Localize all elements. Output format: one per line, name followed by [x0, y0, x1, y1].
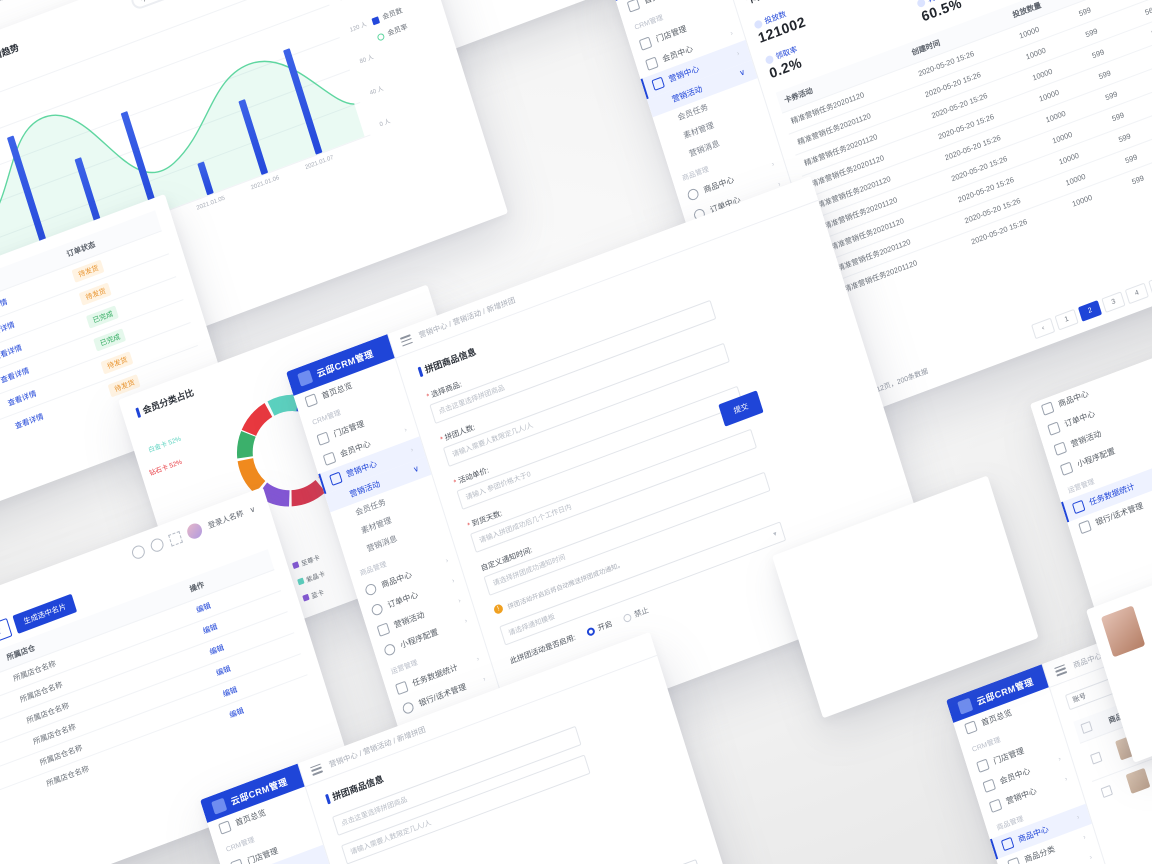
megaphone-icon — [988, 798, 1003, 814]
pie-label: 白金卡 52% — [147, 435, 182, 455]
home-icon — [964, 720, 978, 735]
cancel-button[interactable]: 取消 — [665, 859, 702, 864]
goods-icon — [364, 582, 378, 597]
applet-icon — [382, 642, 397, 657]
chevron-right-icon: › — [770, 160, 776, 169]
radio-enable[interactable]: 开启 — [585, 618, 614, 638]
user-name: 登录人名称 — [206, 508, 245, 531]
pie-label: 钻石卡 52% — [148, 458, 183, 478]
expand-icon[interactable] — [167, 530, 183, 547]
chevron-down-icon: ▾ — [772, 530, 778, 539]
page-4[interactable]: 4 — [1124, 282, 1149, 304]
megaphone-icon — [329, 471, 343, 486]
menu-toggle-icon[interactable] — [399, 334, 413, 347]
goods-icon — [1040, 401, 1055, 416]
chevron-right-icon: › — [482, 675, 487, 684]
page-prev[interactable]: ‹ — [1031, 317, 1056, 339]
chevron-right-icon: › — [1076, 813, 1081, 822]
avatar[interactable] — [185, 521, 204, 541]
chevron-right-icon: › — [1082, 833, 1087, 842]
portrait-thumbnail — [1100, 605, 1146, 658]
square-logo-icon — [211, 797, 228, 815]
chevron-right-icon: › — [451, 577, 456, 585]
order-icon — [1047, 421, 1061, 436]
product-thumbnail — [1125, 767, 1151, 794]
chevron-right-icon: › — [403, 426, 408, 435]
member-icon — [645, 56, 659, 71]
chevron-right-icon: › — [1064, 775, 1069, 784]
chevron-right-icon: › — [735, 50, 741, 58]
ytick-right: 40 人 — [369, 86, 385, 97]
member-icon — [982, 778, 997, 793]
category-icon — [1007, 856, 1021, 864]
home-icon — [626, 0, 641, 13]
chevron-right-icon: › — [1088, 854, 1093, 862]
chevron-right-icon: › — [475, 655, 481, 664]
chevron-right-icon: › — [1057, 755, 1062, 764]
member-icon — [322, 451, 337, 466]
chevron-right-icon: › — [409, 446, 415, 455]
stats-icon — [395, 680, 409, 696]
chevron-down-icon[interactable]: ∨ — [248, 504, 257, 515]
chevron-right-icon: › — [729, 30, 734, 38]
script-icon — [401, 700, 415, 716]
chevron-right-icon: › — [457, 597, 462, 605]
menu-toggle-icon[interactable] — [309, 763, 323, 776]
ytick-right: 120 人 — [349, 21, 368, 34]
script-icon — [1078, 519, 1092, 535]
page-5[interactable]: 5 — [1148, 273, 1152, 295]
chart-title: 会员新增趋势 — [0, 40, 20, 74]
row-checkbox[interactable] — [1089, 751, 1103, 765]
chevron-right-icon: › — [444, 557, 450, 565]
bell-icon[interactable] — [130, 543, 147, 561]
select-all-checkbox[interactable] — [1080, 720, 1093, 735]
goods-icon — [1000, 836, 1015, 852]
store-icon — [976, 758, 990, 773]
row-checkbox[interactable] — [1100, 784, 1113, 799]
ytick-right: 0 人 — [379, 118, 392, 129]
page-1[interactable]: 1 — [1054, 308, 1079, 330]
radio-disable[interactable]: 禁止 — [621, 604, 650, 624]
page-2-current[interactable]: 2 — [1077, 299, 1103, 322]
home-icon — [218, 820, 232, 835]
cell-state: 在职 — [0, 775, 45, 847]
promo-icon — [376, 622, 391, 637]
ytick-right: 80 人 — [359, 54, 375, 66]
page-3[interactable]: 3 — [1101, 290, 1126, 313]
panel-dashboard-chart: 会员总数(人) 231 ▲14 今日数据 本周数据 本月数据 登录人名称 — [0, 0, 509, 431]
legend-rate: 会员率 — [376, 22, 409, 43]
square-logo-icon — [297, 369, 314, 387]
store-icon — [230, 858, 244, 864]
pagination-summary: 共12页，200条数据 — [0, 0, 9, 22]
goods-icon — [686, 187, 700, 202]
square-logo-icon — [957, 697, 974, 715]
menu-toggle-icon[interactable] — [1054, 663, 1068, 677]
stats-icon — [1071, 499, 1086, 515]
chevron-down-icon: ∨ — [738, 67, 747, 78]
order-icon — [370, 602, 384, 617]
chart-line-series — [0, 60, 365, 280]
megaphone-icon — [651, 76, 666, 91]
store-icon — [638, 36, 653, 51]
promo-icon — [1053, 441, 1068, 456]
store-icon — [316, 431, 331, 446]
chart-plot-area — [0, 0, 371, 283]
home-icon — [304, 393, 319, 408]
applet-icon — [1059, 461, 1074, 476]
warning-icon: ! — [492, 603, 505, 615]
help-icon[interactable] — [149, 536, 166, 554]
seg-today[interactable]: 今日数据 — [131, 0, 174, 9]
chevron-right-icon: › — [463, 617, 469, 626]
ytick-right: 160 人 — [338, 0, 357, 2]
chevron-down-icon: ∨ — [412, 463, 421, 475]
